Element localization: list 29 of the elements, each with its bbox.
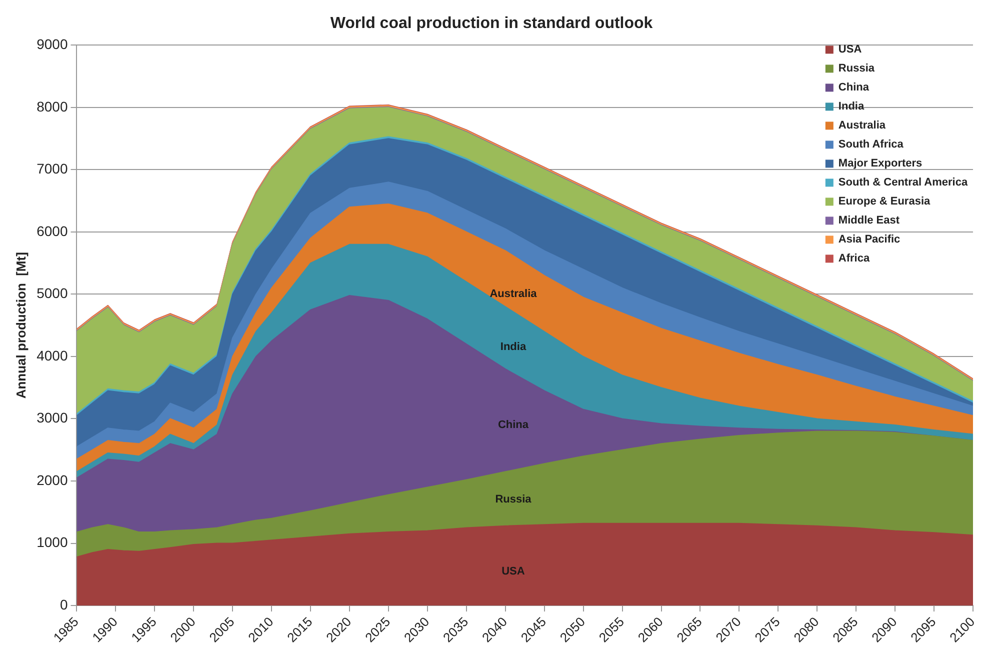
legend-label: Europe & Eurasia <box>838 196 931 208</box>
annotation: Russia <box>495 494 532 506</box>
annotation: Australia <box>490 288 538 300</box>
y-tick-label: 1000 <box>36 534 68 550</box>
y-axis-title: Annual production [Mt] <box>13 252 28 399</box>
legend-label: Asia Pacific <box>838 234 900 246</box>
y-tick-label: 9000 <box>36 36 68 52</box>
y-tick-label: 3000 <box>36 410 68 426</box>
legend-label: Major Exporters <box>838 158 922 170</box>
y-tick-label: 5000 <box>36 285 68 302</box>
y-tick-label: 8000 <box>36 98 68 114</box>
annotation: China <box>498 419 530 432</box>
chart-title: World coal production in standard outlook <box>330 15 653 32</box>
legend-label: Russia <box>838 62 876 75</box>
legend-label: South Africa <box>838 138 904 151</box>
legend-label: Middle East <box>838 214 900 227</box>
legend-label: USA <box>838 44 862 56</box>
y-tick-label: 0 <box>60 596 68 612</box>
legend-label: Australia <box>838 120 886 132</box>
y-tick-label: 6000 <box>36 222 68 239</box>
y-tick-label: 4000 <box>36 347 68 364</box>
legend-label: China <box>838 82 870 94</box>
legend-label: South & Central America <box>838 176 968 189</box>
legend-label: India <box>838 100 865 113</box>
annotation: India <box>500 341 527 354</box>
legend-label: Africa <box>838 252 870 265</box>
y-tick-label: 2000 <box>36 472 68 488</box>
y-tick-label: 7000 <box>36 160 68 177</box>
annotation: USA <box>502 565 525 578</box>
